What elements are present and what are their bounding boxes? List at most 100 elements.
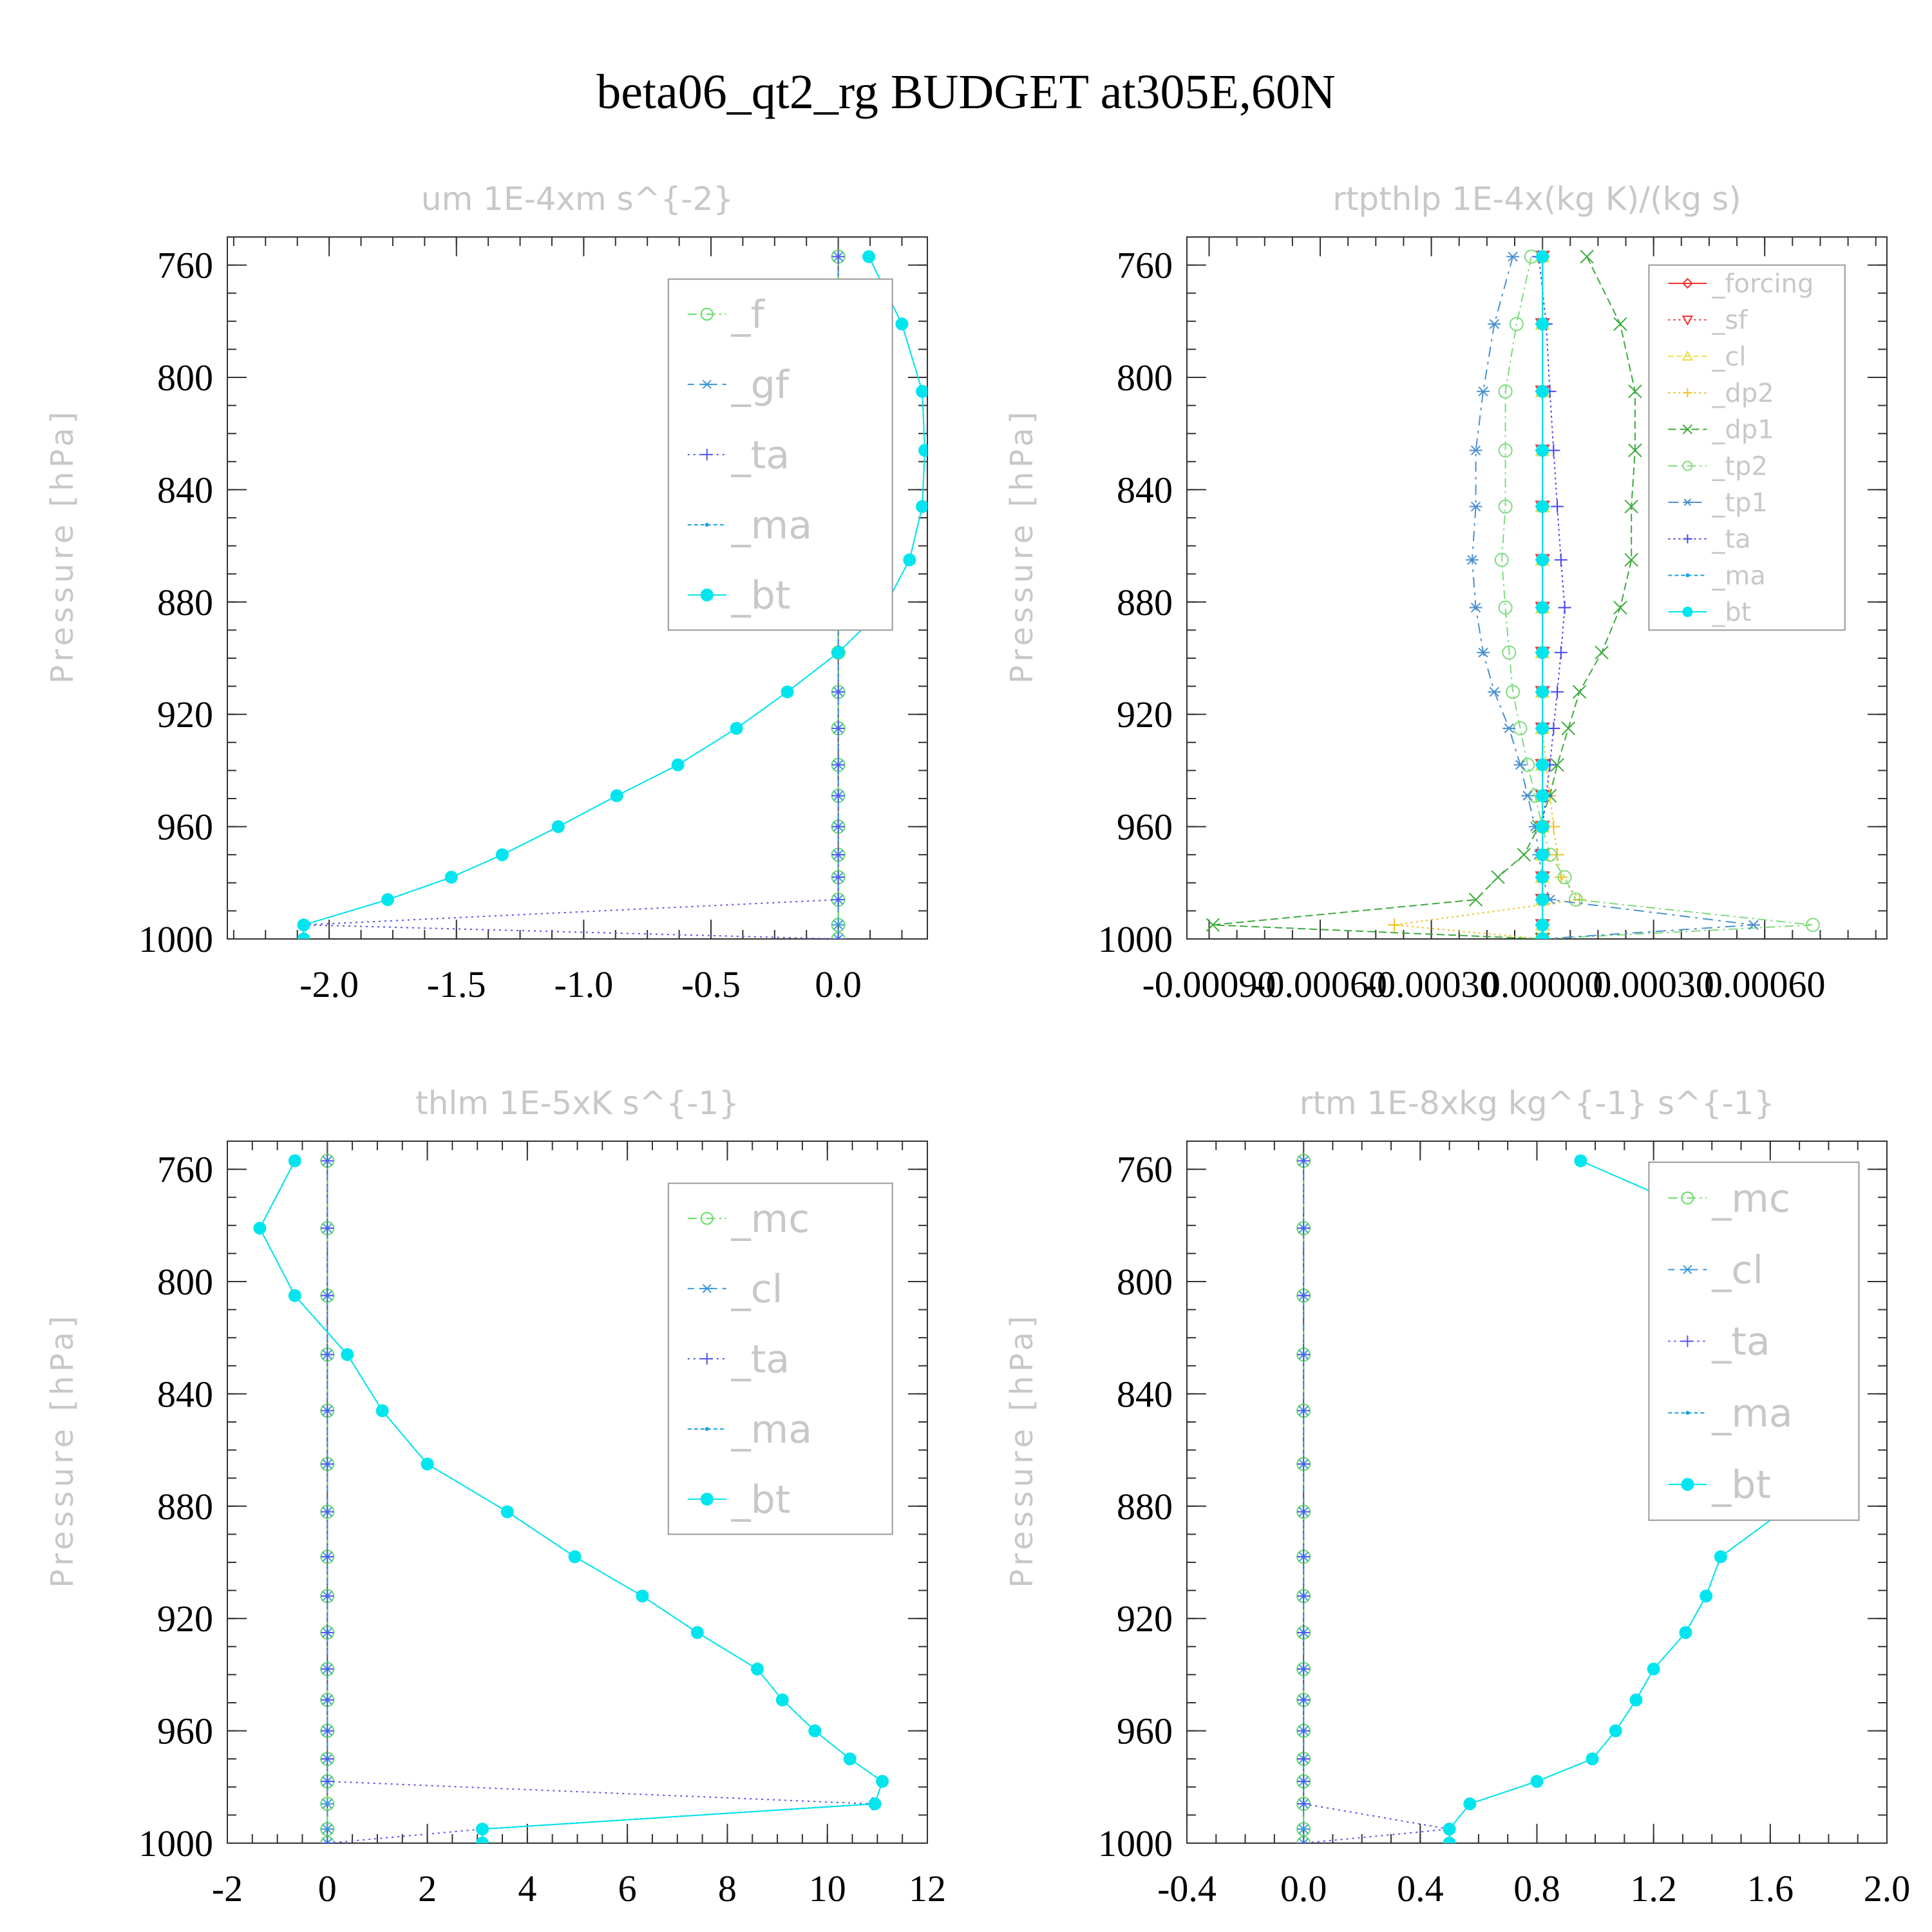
legend-label: _f [731, 292, 766, 337]
y-tick-label: 920 [1117, 694, 1173, 735]
data-point [1498, 499, 1513, 514]
x-tick-label: 0.00000 [1482, 963, 1604, 1005]
data-point [1679, 1626, 1692, 1639]
data-point [1536, 500, 1549, 513]
data-point [1536, 820, 1549, 833]
data-point [1297, 1626, 1311, 1639]
y-axis-label: Pressure [hPa] [44, 1312, 80, 1587]
data-point [1547, 722, 1560, 735]
series-line [303, 256, 926, 939]
x-tick-label: -1.0 [554, 963, 613, 1005]
legend-label: _ma [731, 503, 812, 548]
data-point [495, 848, 509, 862]
chart-panel-1: um 1E-4xm s^{-2} Pressure [hPa] 760 800 840 8… [44, 180, 928, 1005]
legend-marker [701, 1283, 713, 1293]
legend-label: _cl [1711, 1247, 1763, 1293]
data-point [1805, 918, 1820, 933]
legend: _forcing _sf _cl _dp2 _dp1 _tp2 _tp1 _ta _ma _bt [1648, 264, 1846, 631]
series-line [327, 1160, 873, 1843]
data-point [1498, 384, 1513, 399]
x-tick-label: 0.0 [815, 963, 862, 1005]
y-tick-label: 760 [1117, 1149, 1173, 1191]
data-point [321, 1799, 334, 1809]
data-point [1297, 1693, 1311, 1707]
data-point [895, 317, 909, 331]
data-point [341, 1348, 354, 1361]
x-tick-label: 2.0 [1864, 1868, 1911, 1909]
data-point [1536, 384, 1549, 398]
x-tick-label: 0 [318, 1868, 337, 1909]
data-point [808, 1724, 822, 1738]
data-point [288, 1154, 301, 1168]
data-point [1443, 1823, 1456, 1836]
x-tick-label: 0.0 [1280, 1868, 1327, 1909]
data-point [1547, 444, 1560, 457]
data-point [500, 1505, 514, 1519]
y-tick-label: 760 [1117, 245, 1173, 287]
data-point [1536, 789, 1549, 802]
data-point [321, 1457, 334, 1471]
data-point [321, 1626, 334, 1639]
y-tick-label: 1000 [1098, 918, 1173, 960]
data-point [321, 1724, 334, 1738]
data-point [831, 820, 845, 833]
x-tick-label: -2 [212, 1868, 243, 1909]
series-line [303, 256, 839, 939]
legend-label: _forcing [1711, 269, 1814, 299]
y-tick-label: 880 [1117, 1486, 1173, 1528]
data-point [1628, 443, 1642, 458]
data-point [636, 1589, 649, 1603]
data-point [1297, 1752, 1311, 1766]
data-point [1554, 553, 1567, 567]
data-point [1388, 918, 1401, 932]
data-point [690, 1626, 704, 1639]
data-point [1647, 1662, 1660, 1676]
data-point [1206, 918, 1220, 932]
data-point [831, 722, 845, 735]
data-point [475, 1837, 489, 1843]
y-axis-label: Pressure [hPa] [1004, 1312, 1040, 1587]
data-point [1613, 600, 1627, 615]
data-point [831, 920, 845, 930]
data-point [1536, 871, 1549, 884]
panel-title: rtpthlp 1E-4x(kg K)/(kg s) [1332, 180, 1741, 218]
data-point [831, 789, 845, 802]
legend-label: _ta [1711, 525, 1750, 554]
y-tick-label: 960 [1117, 806, 1173, 848]
data-point [1628, 384, 1642, 399]
x-tick-label: -1.5 [427, 963, 486, 1005]
x-tick-label: 12 [909, 1868, 946, 1909]
x-tick-label: -0.5 [681, 963, 741, 1005]
y-tick-label: 760 [157, 1149, 213, 1191]
legend-label: _ta [731, 433, 790, 478]
data-point [610, 789, 623, 802]
data-point [1498, 443, 1513, 458]
legend: _mc _cl _ta _ma _bt [667, 1182, 893, 1535]
legend-label: _tp1 [1711, 488, 1768, 518]
data-point [831, 848, 845, 862]
data-point [1517, 848, 1531, 862]
series-line [1501, 256, 1814, 939]
y-tick-label: 840 [1117, 469, 1173, 511]
data-point [831, 758, 845, 772]
legend-box [1648, 264, 1846, 631]
data-point [862, 250, 876, 263]
legend-marker [1681, 1335, 1694, 1347]
legend-marker [705, 522, 709, 527]
y-tick-label: 920 [157, 1598, 213, 1640]
legend-label: _gf [731, 363, 790, 408]
x-tick-label: 6 [618, 1868, 637, 1909]
data-point [1714, 1550, 1727, 1564]
legend-marker [700, 1211, 714, 1225]
chart-panel-3: thlm 1E-5xK s^{-1}Pressure [hPa]76080084… [44, 1084, 946, 1909]
data-point [1609, 1724, 1622, 1738]
legend-marker [1681, 1191, 1694, 1205]
data-point [831, 893, 845, 906]
data-point [1443, 1837, 1456, 1843]
data-point [1536, 893, 1549, 906]
data-point [1297, 1550, 1311, 1564]
data-point [1572, 685, 1587, 699]
legend-marker [1682, 607, 1693, 618]
series-ta [1297, 1154, 1456, 1843]
